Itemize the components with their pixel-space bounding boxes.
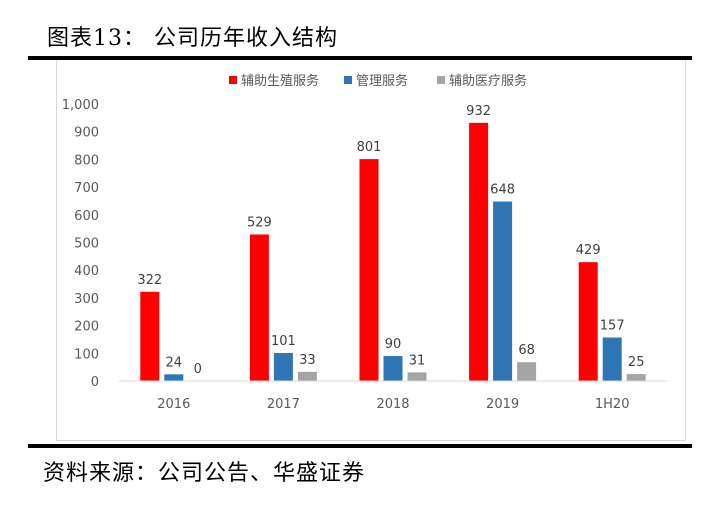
y-tick-label: 400 — [74, 264, 99, 279]
top-rule — [28, 56, 692, 60]
data-label: 0 — [194, 362, 202, 377]
data-label: 429 — [576, 243, 601, 258]
legend-label: 管理服务 — [356, 73, 408, 89]
legend-label: 辅助生殖服务 — [241, 73, 319, 89]
y-tick-label: 900 — [74, 126, 99, 141]
legend-swatch — [344, 76, 352, 84]
bar — [297, 371, 317, 381]
y-tick-label: 300 — [74, 292, 99, 307]
y-tick-label: 1,000 — [62, 98, 99, 113]
bar — [383, 356, 403, 381]
x-tick-label: 2016 — [157, 397, 190, 412]
bar — [273, 353, 293, 381]
chart-legend: 辅助生殖服务 管理服务 辅助医疗服务 — [229, 73, 527, 89]
legend-swatch — [437, 76, 445, 84]
data-label: 801 — [357, 140, 382, 155]
data-label: 322 — [137, 273, 162, 288]
bar — [578, 262, 598, 381]
data-label: 33 — [299, 353, 316, 368]
bar — [407, 372, 427, 381]
data-label: 932 — [466, 104, 491, 119]
data-label: 529 — [247, 215, 272, 230]
bar — [359, 159, 379, 381]
bar-chart: 辅助生殖服务 管理服务 辅助医疗服务 0 100 200 300 400 500 600 700 8… — [62, 73, 667, 412]
x-axis: 2016 2017 2018 2019 1H20 — [119, 380, 667, 412]
x-tick-label: 1H20 — [595, 397, 630, 412]
x-tick-label: 2019 — [486, 397, 519, 412]
data-label: 25 — [628, 355, 645, 370]
bar — [602, 337, 622, 381]
data-label: 24 — [166, 355, 183, 370]
bottom-rule — [28, 444, 692, 448]
figure-title: 图表13： 公司历年收入结构 — [47, 26, 338, 51]
y-tick-label: 500 — [74, 237, 99, 252]
data-label: 101 — [271, 334, 296, 349]
bar — [140, 291, 160, 381]
bar — [626, 374, 646, 381]
bar — [493, 201, 513, 381]
y-tick-label: 100 — [74, 347, 99, 362]
bar — [469, 122, 489, 381]
data-label: 648 — [490, 183, 515, 198]
legend-label: 辅助医疗服务 — [449, 73, 527, 89]
y-tick-label: 600 — [74, 209, 99, 224]
bar — [517, 362, 537, 381]
y-tick-label: 0 — [91, 375, 99, 390]
x-tick-label: 2017 — [267, 397, 300, 412]
data-label: 68 — [518, 343, 535, 358]
y-tick-label: 200 — [74, 320, 99, 335]
y-axis: 0 100 200 300 400 500 600 700 800 900 1,000 — [62, 98, 99, 390]
data-label: 90 — [385, 337, 402, 352]
source-note: 资料来源：公司公告、华盛证券 — [43, 461, 366, 486]
y-tick-label: 800 — [74, 153, 99, 168]
chart-frame: 辅助生殖服务 管理服务 辅助医疗服务 0 100 200 300 400 500 600 700 8… — [56, 60, 686, 441]
x-tick-label: 2018 — [376, 397, 409, 412]
bar — [164, 374, 184, 381]
data-label: 157 — [600, 319, 625, 334]
bar — [249, 234, 269, 381]
y-tick-label: 700 — [74, 181, 99, 196]
legend-swatch — [229, 76, 237, 84]
data-label: 31 — [409, 353, 426, 368]
